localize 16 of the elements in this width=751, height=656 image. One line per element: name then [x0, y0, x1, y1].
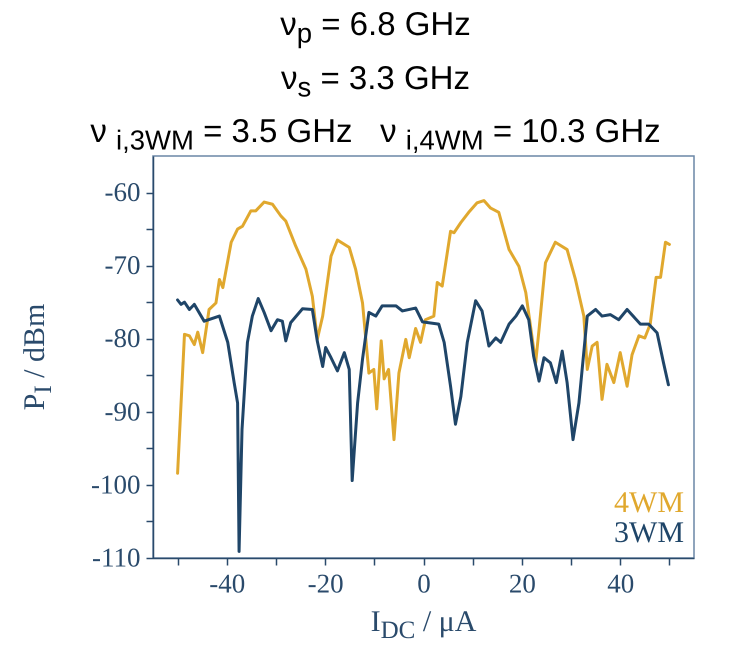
y-tick-label: -90 [104, 396, 140, 426]
x-tick-label: -40 [209, 568, 246, 598]
chart-title: ν$_{p}$ = 6.8 GHz ν$_{s}$ = 3.3 GHz ν $_{i,3WM}$ = 3.5 GHz ν $_{i,4WM}$ = 10.3 GHz [90, 5, 661, 156]
text: 3WM [614, 516, 684, 549]
x-tick-label: 0 [417, 568, 431, 598]
y-tick-label: -80 [104, 323, 140, 354]
y-tick-label: -60 [104, 177, 140, 208]
x-tick-label: -20 [308, 568, 344, 598]
text: 4WM [614, 486, 684, 519]
x-tick-label: 20 [508, 568, 536, 598]
y-tick-label: -100 [91, 469, 140, 500]
line-series [176, 199, 671, 475]
x-tick-label: 40 [607, 568, 634, 598]
x-axis-title: I$_{DC}$ / μA [370, 605, 478, 645]
y-tick-label: -110 [92, 542, 140, 572]
y-tick-label: -70 [104, 250, 140, 280]
